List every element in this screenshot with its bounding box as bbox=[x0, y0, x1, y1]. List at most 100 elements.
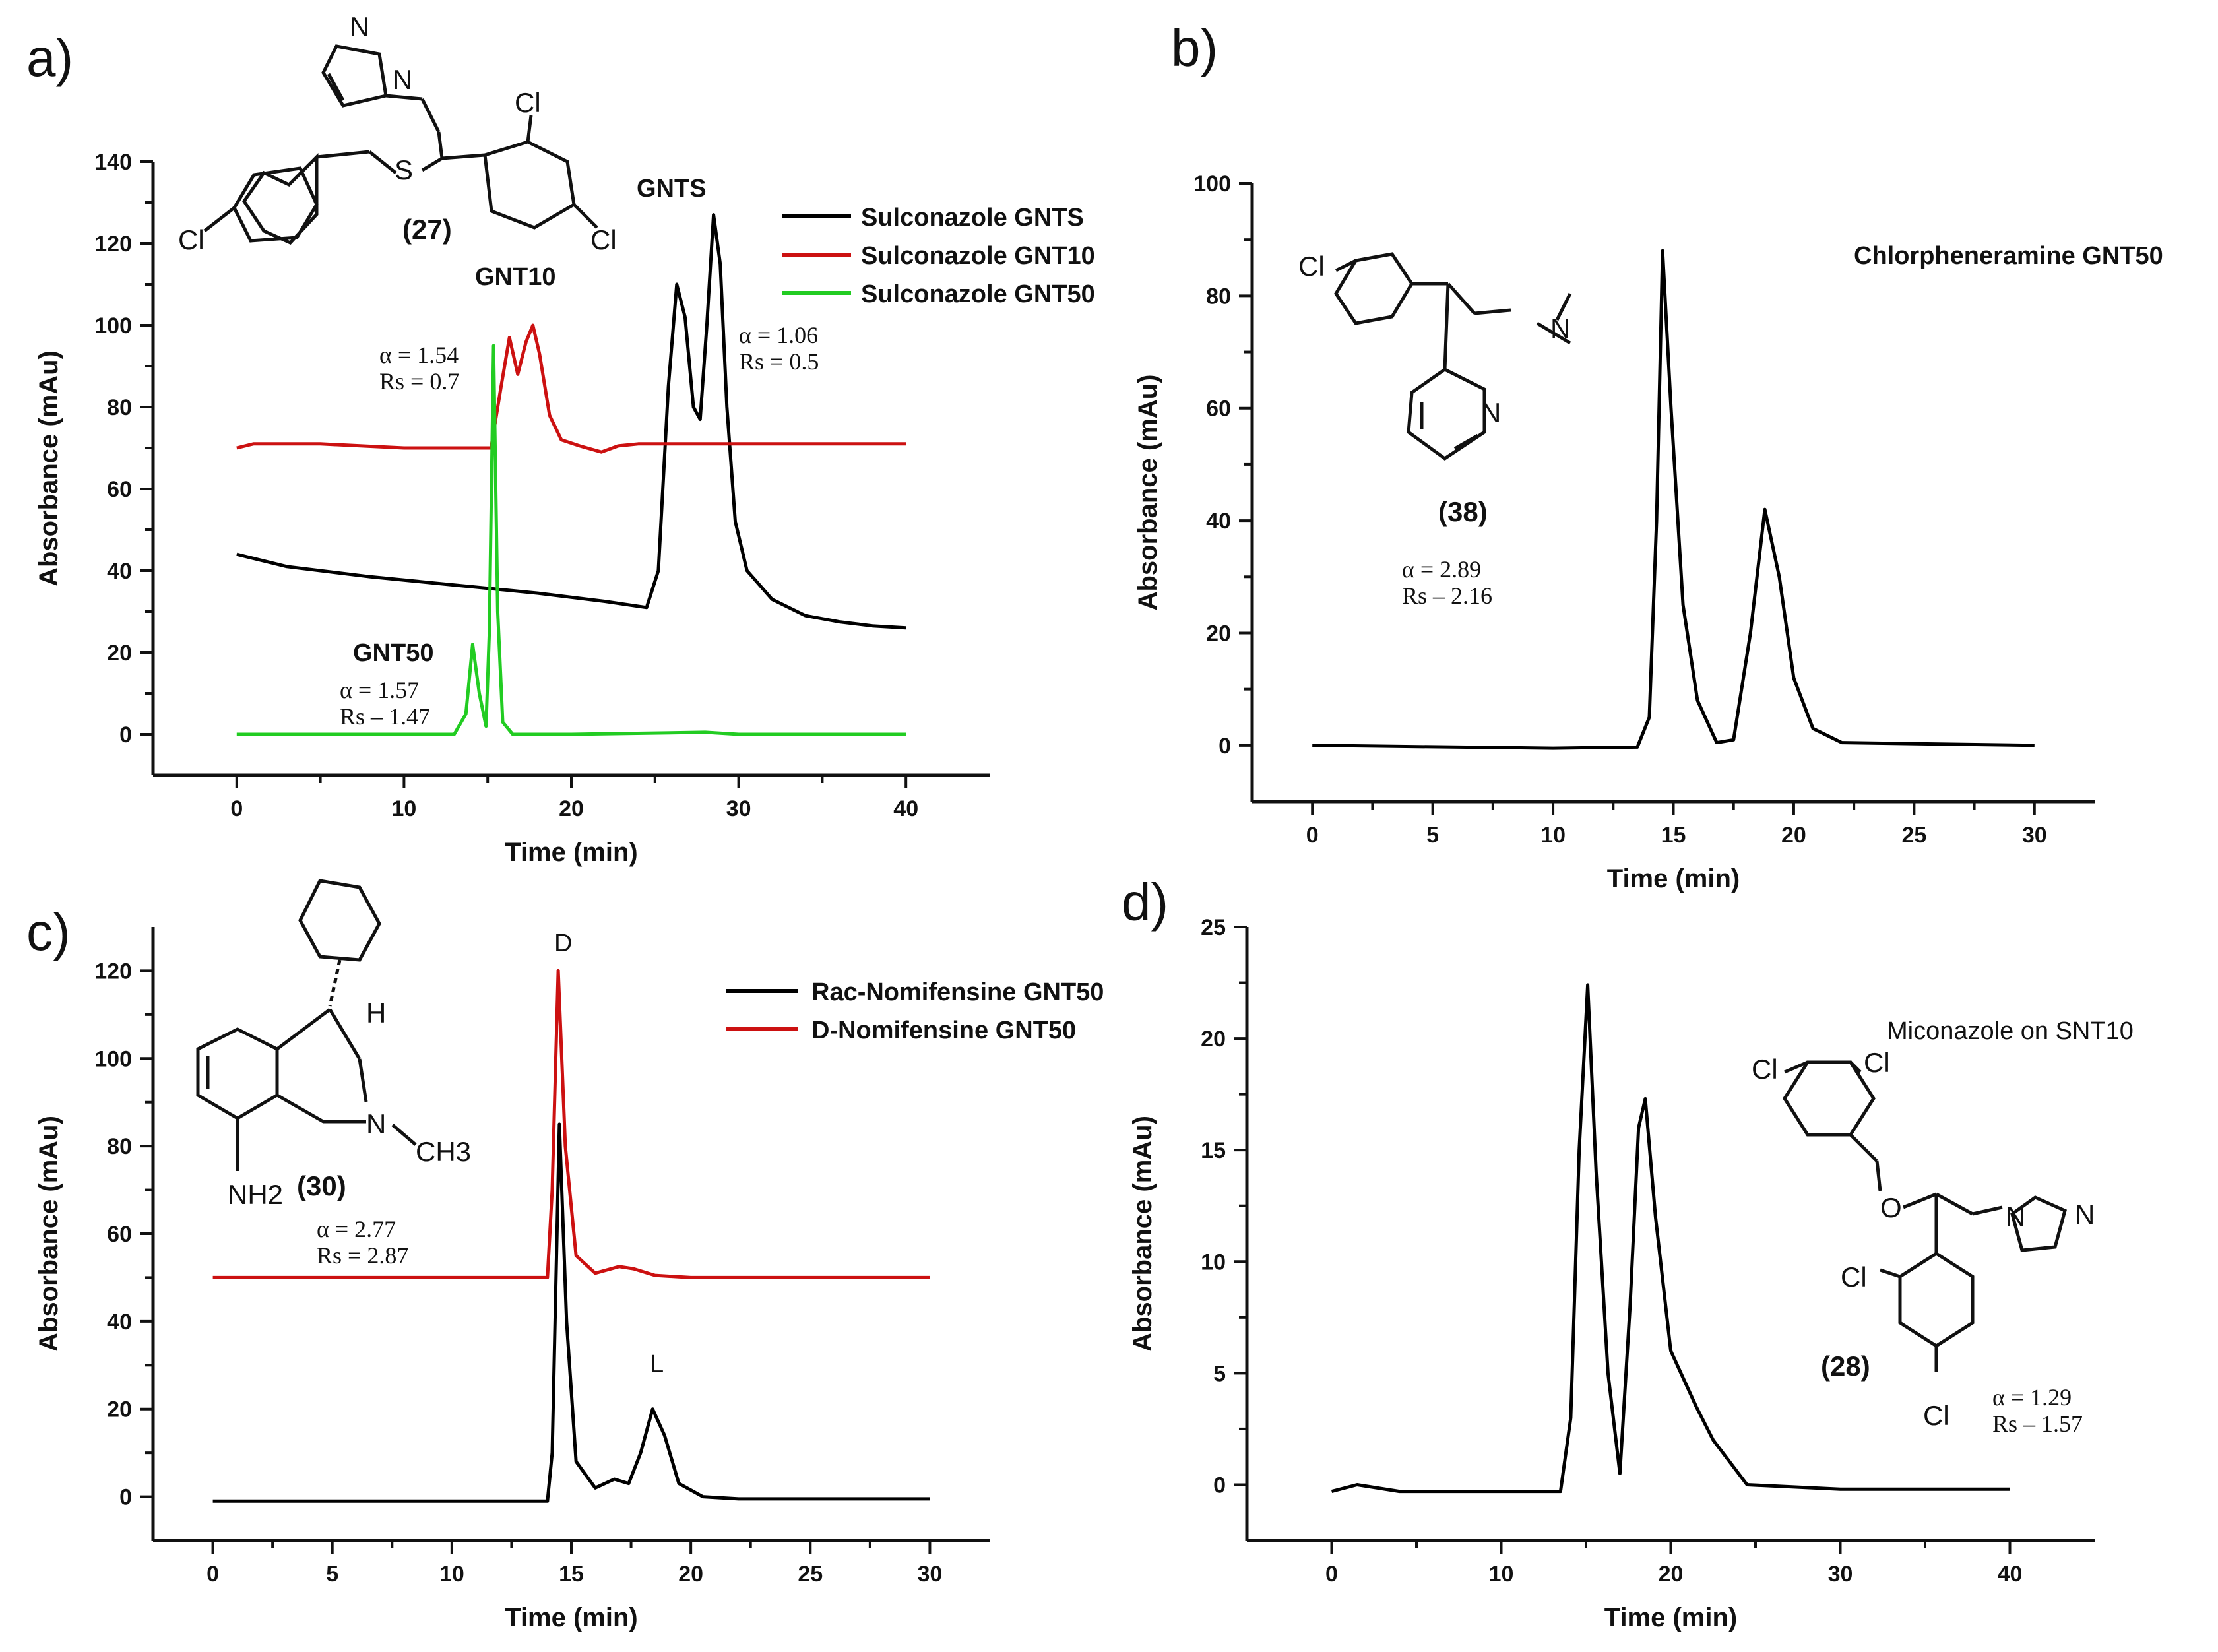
series-line-c-0 bbox=[212, 1122, 930, 1503]
compound-label-28: (28) bbox=[1821, 1350, 1870, 1382]
atom-27-n2: N bbox=[393, 64, 412, 95]
x-tick-label-b-3: 15 bbox=[1661, 823, 1686, 848]
alpha-d: α = 1.29 bbox=[1992, 1384, 2072, 1411]
y-tick-label-b-3: 60 bbox=[1206, 397, 1231, 422]
x-tick-label-a-4: 40 bbox=[893, 796, 918, 821]
y-tick-label-c-1: 20 bbox=[107, 1397, 132, 1422]
compound-label-27: (27) bbox=[402, 214, 452, 245]
x-tick-label-c-4: 20 bbox=[678, 1562, 703, 1587]
rs-gnts: Rs = 0.5 bbox=[739, 348, 819, 375]
atom-27-cl2: Cl bbox=[178, 224, 205, 255]
y-tick-label-d-3: 15 bbox=[1201, 1138, 1226, 1163]
series-line-a-0 bbox=[236, 213, 906, 630]
atom-38-n-pyridine: N bbox=[1481, 397, 1501, 428]
x-tick-label-d-2: 20 bbox=[1659, 1562, 1684, 1587]
y-tick-label-a-2: 40 bbox=[107, 559, 132, 584]
alpha-c: α = 2.77 bbox=[317, 1216, 396, 1242]
nomifensine-structure bbox=[196, 879, 417, 1171]
y-axis-label-b: Absorbance (mAu) bbox=[1133, 375, 1162, 611]
y-axis-label-d: Absorbance (mAu) bbox=[1128, 1116, 1157, 1352]
y-tick-label-a-0: 0 bbox=[119, 722, 132, 747]
atom-28-n2: N bbox=[2075, 1199, 2095, 1230]
alpha-b: α = 2.89 bbox=[1402, 556, 1481, 583]
panel-c: c) 0 5 10 15 20 25 30 0 20 40 60 80 100 120 Time (min)… bbox=[26, 879, 1104, 1632]
atom-27-cl3: Cl bbox=[590, 224, 617, 255]
atom-30-nh2: NH2 bbox=[228, 1179, 283, 1210]
x-tick-label-b-5: 25 bbox=[1901, 823, 1926, 848]
x-tick-label-a-3: 30 bbox=[726, 796, 751, 821]
x-tick-label-a-2: 20 bbox=[559, 796, 584, 821]
alpha-gnt10: α = 1.54 bbox=[379, 342, 459, 368]
atom-28-o: O bbox=[1880, 1192, 1902, 1223]
alpha-gnts: α = 1.06 bbox=[739, 322, 818, 348]
atom-28-cl2: Cl bbox=[1864, 1047, 1890, 1078]
x-tick-label-c-0: 0 bbox=[206, 1562, 219, 1587]
legend-c: Rac-Nomifensine GNT50 D-Nomifensine GNT5… bbox=[726, 978, 1104, 1044]
rs-gnt10: Rs = 0.7 bbox=[379, 368, 459, 395]
x-tick-label-c-5: 25 bbox=[798, 1562, 823, 1587]
atom-28-cl4: Cl bbox=[1923, 1400, 1949, 1431]
y-tick-label-a-6: 120 bbox=[94, 232, 132, 257]
atom-28-n1: N bbox=[2006, 1201, 2025, 1232]
y-tick-label-c-0: 0 bbox=[119, 1485, 132, 1510]
y-tick-label-a-1: 20 bbox=[107, 641, 132, 666]
x-tick-label-d-1: 10 bbox=[1489, 1562, 1514, 1587]
panel-d: d) 0 10 20 30 40 0 5 10 15 20 25 Time (min) Absorban… bbox=[1122, 873, 2134, 1632]
peak-label-gnt50: GNT50 bbox=[353, 639, 433, 667]
x-tick-label-b-2: 10 bbox=[1540, 823, 1566, 848]
legend-label-gnt50: Sulconazole GNT50 bbox=[861, 280, 1095, 308]
series-line-a-2 bbox=[236, 344, 906, 736]
y-tick-label-d-5: 25 bbox=[1201, 915, 1226, 940]
x-tick-label-d-4: 40 bbox=[1998, 1562, 2023, 1587]
y-tick-label-d-2: 10 bbox=[1201, 1250, 1226, 1275]
atom-27-cl1: Cl bbox=[515, 87, 541, 118]
y-tick-label-c-4: 80 bbox=[107, 1134, 132, 1159]
plot-area-a: 0 10 20 30 40 0 20 40 60 80 100 120 140 Time (min) Abs… bbox=[34, 150, 990, 867]
y-tick-label-b-0: 0 bbox=[1219, 734, 1231, 759]
x-tick-label-c-3: 15 bbox=[559, 1562, 584, 1587]
x-tick-label-d-3: 30 bbox=[1828, 1562, 1853, 1587]
legend-label-rac: Rac-Nomifensine GNT50 bbox=[811, 978, 1104, 1006]
peak-label-l: L bbox=[650, 1350, 664, 1378]
atom-38-n-amine: N bbox=[1550, 313, 1570, 344]
y-tick-label-c-2: 40 bbox=[107, 1310, 132, 1335]
peak-label-gnts: GNTS bbox=[637, 175, 707, 203]
panel-label-b: b) bbox=[1171, 18, 1218, 77]
panel-label-d: d) bbox=[1122, 873, 1168, 932]
legend-label-gnt10: Sulconazole GNT10 bbox=[861, 242, 1095, 270]
sulconazole-structure bbox=[203, 44, 598, 245]
series-line-a-1 bbox=[236, 323, 906, 454]
legend-label-miconazole: Miconazole on SNT10 bbox=[1887, 1017, 2134, 1045]
x-tick-label-b-1: 5 bbox=[1426, 823, 1439, 848]
plot-area-c: 0 5 10 15 20 25 30 0 20 40 60 80 100 120 Time (min) Abs… bbox=[34, 927, 990, 1632]
atom-38-cl: Cl bbox=[1298, 251, 1325, 282]
atom-30-ch3: CH3 bbox=[416, 1136, 471, 1167]
x-axis-label-d: Time (min) bbox=[1604, 1603, 1738, 1632]
x-tick-label-a-0: 0 bbox=[230, 796, 243, 821]
y-tick-label-a-3: 60 bbox=[107, 477, 132, 502]
alpha-gnt50: α = 1.57 bbox=[340, 677, 419, 703]
rs-gnt50: Rs – 1.47 bbox=[340, 703, 430, 730]
series-line-d-0 bbox=[1331, 983, 2010, 1494]
legend-a: Sulconazole GNTS Sulconazole GNT10 Sulco… bbox=[782, 204, 1095, 308]
atom-28-cl1: Cl bbox=[1752, 1054, 1778, 1085]
atom-28-cl3: Cl bbox=[1841, 1261, 1867, 1292]
legend-label-chlorpheneramine: Chlorpheneramine GNT50 bbox=[1854, 242, 2163, 270]
atom-27-s: S bbox=[395, 154, 413, 185]
y-tick-label-b-1: 20 bbox=[1206, 621, 1231, 646]
y-tick-label-c-5: 100 bbox=[94, 1046, 132, 1071]
series-line-b-0 bbox=[1312, 249, 2035, 750]
x-tick-label-c-6: 30 bbox=[918, 1562, 943, 1587]
series-line-c-1 bbox=[212, 969, 930, 1279]
y-tick-label-c-6: 120 bbox=[94, 959, 132, 984]
panel-a: a) 0 10 20 30 40 0 20 40 60 80 100 120 140 Time (min)… bbox=[26, 11, 1095, 867]
panel-label-c: c) bbox=[26, 903, 71, 961]
x-tick-label-a-1: 10 bbox=[391, 796, 416, 821]
y-tick-label-d-1: 5 bbox=[1213, 1361, 1226, 1386]
x-tick-label-b-0: 0 bbox=[1306, 823, 1319, 848]
atom-27-n1: N bbox=[350, 11, 369, 42]
rs-b: Rs – 2.16 bbox=[1402, 583, 1492, 609]
panel-label-a: a) bbox=[26, 28, 73, 87]
peak-label-gnt10: GNT10 bbox=[475, 263, 555, 291]
